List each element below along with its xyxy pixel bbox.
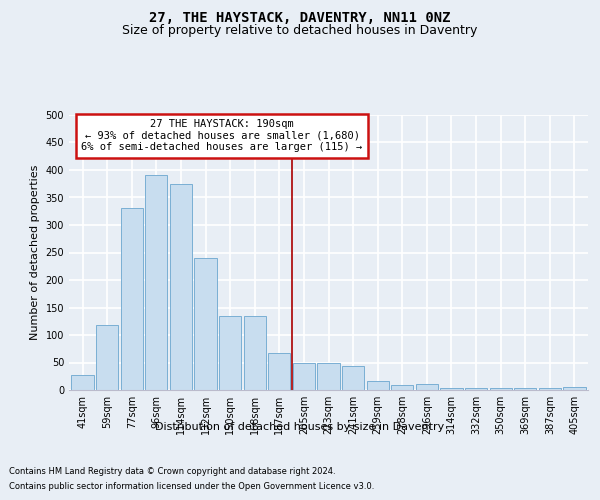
Bar bbox=[268, 352, 290, 390]
Bar bbox=[490, 388, 512, 390]
Bar bbox=[121, 208, 143, 390]
Bar bbox=[514, 388, 536, 390]
Bar bbox=[96, 325, 118, 390]
Bar bbox=[563, 386, 586, 390]
Text: Contains public sector information licensed under the Open Government Licence v3: Contains public sector information licen… bbox=[9, 482, 374, 491]
Bar bbox=[194, 258, 217, 390]
Bar bbox=[465, 388, 487, 390]
Bar bbox=[367, 380, 389, 390]
Text: Distribution of detached houses by size in Daventry: Distribution of detached houses by size … bbox=[155, 422, 445, 432]
Bar bbox=[342, 366, 364, 390]
Bar bbox=[219, 316, 241, 390]
Bar bbox=[293, 362, 315, 390]
Bar bbox=[71, 374, 94, 390]
Bar bbox=[539, 388, 561, 390]
Bar bbox=[391, 384, 413, 390]
Bar bbox=[440, 388, 463, 390]
Bar bbox=[416, 384, 438, 390]
Bar bbox=[317, 362, 340, 390]
Text: Contains HM Land Registry data © Crown copyright and database right 2024.: Contains HM Land Registry data © Crown c… bbox=[9, 467, 335, 476]
Bar bbox=[145, 176, 167, 390]
Text: Size of property relative to detached houses in Daventry: Size of property relative to detached ho… bbox=[122, 24, 478, 37]
Y-axis label: Number of detached properties: Number of detached properties bbox=[30, 165, 40, 340]
Text: 27, THE HAYSTACK, DAVENTRY, NN11 0NZ: 27, THE HAYSTACK, DAVENTRY, NN11 0NZ bbox=[149, 11, 451, 25]
Bar bbox=[244, 316, 266, 390]
Bar bbox=[170, 184, 192, 390]
Text: 27 THE HAYSTACK: 190sqm
← 93% of detached houses are smaller (1,680)
6% of semi-: 27 THE HAYSTACK: 190sqm ← 93% of detache… bbox=[82, 119, 363, 152]
